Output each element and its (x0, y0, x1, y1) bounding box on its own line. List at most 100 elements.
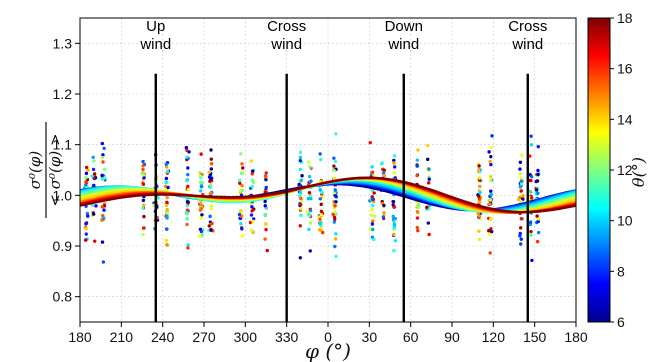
scatter-point (249, 228, 254, 233)
scatter-point (392, 222, 397, 226)
scatter-point (529, 143, 534, 147)
y-tick-label: 1.0 (53, 187, 73, 203)
scatter-point (141, 167, 145, 172)
colorbar-tick-label: 16 (617, 61, 633, 77)
scatter-point (84, 171, 89, 176)
scatter-point (332, 220, 337, 224)
scatter-point (308, 221, 313, 225)
scatter-point (427, 181, 431, 185)
scatter-point (519, 182, 524, 186)
scatter-point (370, 219, 375, 224)
scatter-point (519, 199, 523, 204)
scatter-point (416, 205, 421, 209)
scatter-point (165, 169, 170, 174)
scatter-point (371, 203, 375, 208)
scatter-point (141, 164, 145, 168)
scatter-point (415, 173, 419, 178)
scatter-point (199, 185, 204, 189)
scatter-point (164, 238, 168, 243)
scatter-point (92, 172, 97, 176)
scatter-point (238, 181, 242, 185)
scatter-point (309, 196, 313, 201)
scatter-point (489, 174, 493, 179)
scatter-point (516, 197, 521, 202)
scatter-point (102, 208, 106, 212)
scatter-point (415, 164, 419, 168)
scatter-point (536, 191, 540, 196)
scatter-point (332, 156, 336, 160)
x-tick-label: 240 (151, 329, 175, 345)
scatter-point (415, 216, 420, 220)
scatter-point (102, 146, 106, 151)
scatter-point (490, 134, 494, 138)
scatter-point (368, 140, 372, 145)
scatter-point (84, 165, 89, 170)
x-tick-label: 330 (275, 329, 299, 345)
scatter-point (530, 175, 534, 179)
scatter-point (297, 182, 301, 187)
scatter-point (536, 168, 540, 173)
scatter-point (305, 210, 310, 214)
scatter-point (528, 220, 533, 225)
scatter-point (425, 205, 429, 209)
scatter-point (264, 171, 268, 175)
x-axis-label: φ (°) (305, 339, 351, 362)
scatter-point (334, 254, 338, 259)
scatter-point (317, 228, 322, 232)
scatter-point (184, 179, 189, 183)
scatter-point (299, 178, 303, 183)
scatter-point (529, 134, 533, 138)
x-tick-label: 180 (564, 329, 588, 345)
scatter-point (300, 174, 304, 178)
scatter-point (534, 179, 538, 184)
scatter-point (333, 159, 338, 164)
scatter-point (534, 188, 539, 192)
scatter-point (320, 190, 324, 195)
wind-marker-label: Cross (508, 18, 547, 35)
scatter-point (489, 229, 494, 234)
scatter-point (199, 152, 203, 156)
scatter-point (392, 154, 397, 158)
scatter-point (477, 237, 482, 242)
scatter-point (489, 146, 493, 150)
scatter-point (530, 196, 534, 200)
y-tick-label: 1.2 (53, 86, 73, 102)
scatter-point (249, 213, 254, 217)
scatter-point (141, 182, 146, 186)
wind-marker-label: wind (387, 36, 419, 53)
scatter-point (307, 214, 312, 218)
scatter-point (518, 167, 522, 171)
scatter-point (382, 173, 386, 178)
scatter-point (298, 190, 303, 195)
scatter-point (427, 177, 431, 181)
scatter-point (372, 237, 376, 242)
scatter-point (264, 185, 268, 190)
scatter-point (318, 152, 322, 156)
scatter-point (427, 232, 431, 237)
scatter-point (370, 188, 375, 193)
fit-curve (80, 176, 576, 214)
scatter-point (321, 230, 325, 235)
y-axis-label-denominator: < σ⁰(φ) > (46, 133, 64, 206)
scatter-point (100, 177, 104, 181)
scatter-point (92, 159, 96, 163)
scatter-point (477, 164, 481, 168)
y-tick-label: 0.9 (53, 238, 73, 254)
scatter-point (299, 213, 303, 217)
scatter-point (392, 171, 397, 175)
scatter-point (141, 232, 145, 237)
colorbar-tick-label: 8 (617, 263, 625, 279)
scatter-point (249, 159, 254, 163)
scatter-point (141, 198, 146, 203)
scatter-point (478, 191, 482, 195)
colorbar-tick-label: 14 (617, 111, 633, 127)
colorbar-gradient (587, 17, 611, 323)
scatter-point (186, 172, 190, 177)
scatter-point (101, 260, 106, 264)
scatter-point (208, 191, 213, 196)
scatter-point (101, 153, 105, 157)
scatter-point (209, 206, 214, 211)
scatter-point (91, 212, 96, 216)
